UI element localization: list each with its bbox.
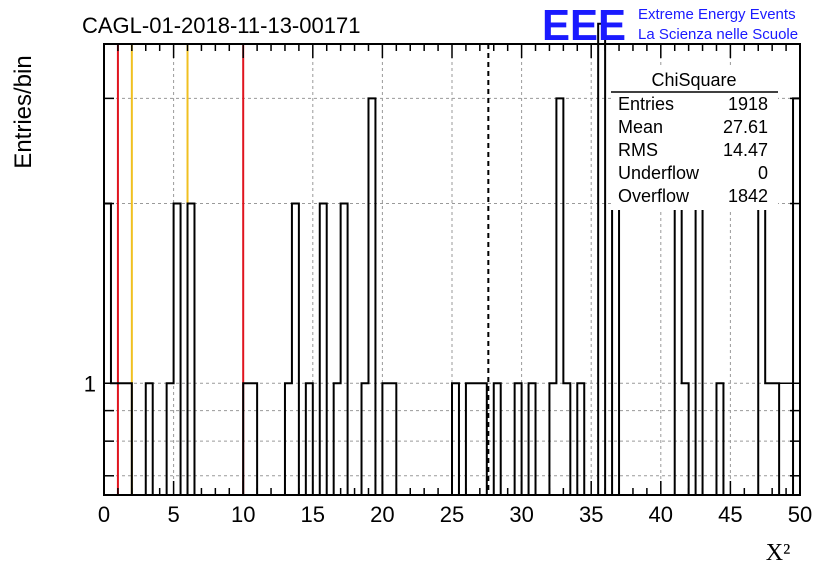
stats-value-mean: 27.61 xyxy=(723,117,768,137)
x-tick-labels: 0 5 10 15 20 25 30 35 40 45 50 xyxy=(98,502,812,527)
x-tick-label: 30 xyxy=(509,502,533,527)
y-axis-label: Entries/bin xyxy=(10,55,37,168)
stats-label-rms: RMS xyxy=(618,140,658,160)
stats-label-overflow: Overflow xyxy=(618,186,690,206)
x-tick-label: 10 xyxy=(231,502,255,527)
x-tick-label: 50 xyxy=(788,502,812,527)
logo-line-2: La Scienza nelle Scuole xyxy=(638,26,798,43)
eee-logo: EEE Extreme Energy Events La Scienza nel… xyxy=(542,1,798,50)
logo-line-1: Extreme Energy Events xyxy=(638,6,796,23)
x-tick-label: 25 xyxy=(440,502,464,527)
stats-title: ChiSquare xyxy=(651,70,736,90)
x-tick-label: 15 xyxy=(301,502,325,527)
axis-ticks xyxy=(103,44,801,495)
x-tick-label: 45 xyxy=(718,502,742,527)
stats-box: ChiSquare Entries 1918 Mean 27.61 RMS 14.47 Un… xyxy=(611,68,778,210)
stats-label-mean: Mean xyxy=(618,117,663,137)
stats-value-entries: 1918 xyxy=(728,94,768,114)
x-tick-label: 35 xyxy=(579,502,603,527)
y-tick-labels: 1 xyxy=(84,371,96,396)
stats-label-entries: Entries xyxy=(618,94,674,114)
x-tick-label: 40 xyxy=(649,502,673,527)
chart-title: CAGL-01-2018-11-13-00171 xyxy=(82,13,360,38)
stats-value-underflow: 0 xyxy=(758,163,768,183)
x-axis-label: X² xyxy=(766,540,791,566)
stats-value-overflow: 1842 xyxy=(728,186,768,206)
stats-label-underflow: Underflow xyxy=(618,163,700,183)
eee-logo-mark: EEE xyxy=(542,1,626,50)
x-tick-label: 5 xyxy=(167,502,179,527)
stats-value-rms: 14.47 xyxy=(723,140,768,160)
x-tick-label: 0 xyxy=(98,502,110,527)
x-tick-label: 20 xyxy=(370,502,394,527)
y-tick-label: 1 xyxy=(84,371,96,396)
